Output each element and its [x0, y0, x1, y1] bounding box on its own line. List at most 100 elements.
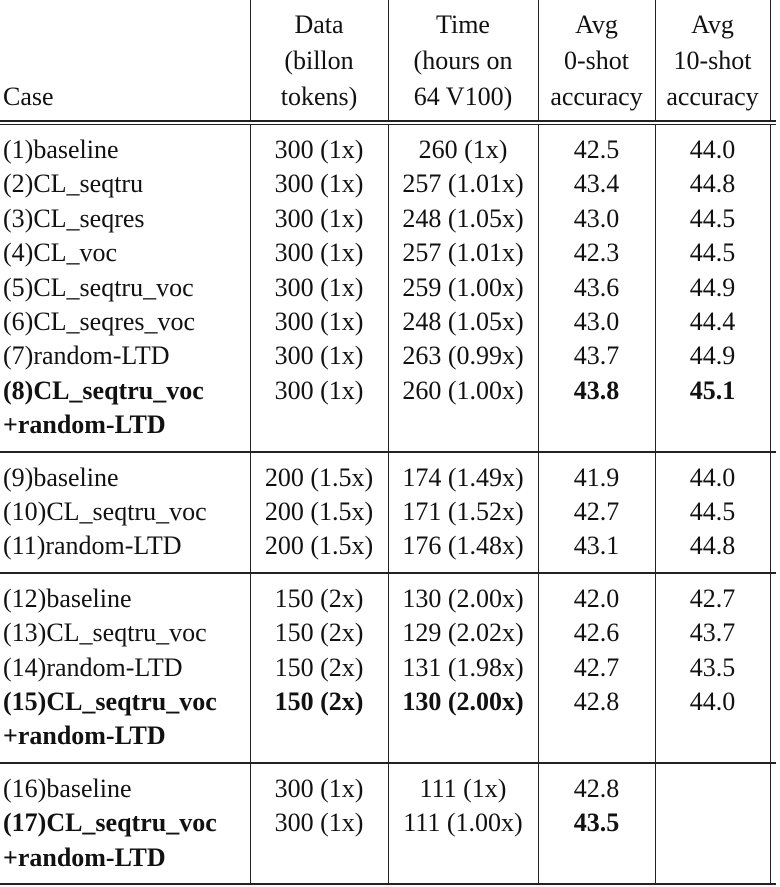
- header-cell: Case: [3, 82, 54, 111]
- value-cell: 150 (2x): [274, 652, 364, 682]
- value-cell: 44.8: [689, 169, 736, 199]
- value-cell: 45.1: [689, 375, 736, 405]
- column-rule: [655, 0, 656, 120]
- value-cell: 257 (1.01x): [402, 169, 524, 199]
- value-cell: 130 (2.00x): [402, 687, 524, 716]
- value-cell: 200 (1.5x): [264, 531, 374, 561]
- case-cell: (14)random-LTD: [3, 652, 183, 682]
- column-rule: [655, 763, 656, 883]
- value-cell: 300 (1x): [274, 773, 364, 803]
- value-cell: 42.7: [573, 652, 620, 682]
- value-cell: 43.0: [573, 203, 620, 233]
- header-cell: 10-shot: [673, 46, 752, 75]
- column-rule: [655, 452, 656, 572]
- header-cell: (billon: [284, 46, 354, 75]
- case-cell: (4)CL_voc: [3, 238, 118, 268]
- value-cell: 42.6: [573, 618, 620, 648]
- column-rule: [250, 452, 251, 572]
- value-cell: 300 (1x): [274, 272, 364, 302]
- case-cell: (5)CL_seqtru_voc: [3, 272, 194, 302]
- value-cell: 44.5: [689, 238, 736, 268]
- value-cell: 44.8: [689, 531, 736, 561]
- column-rule: [770, 573, 771, 762]
- value-cell: 43.6: [573, 272, 620, 302]
- case-cell: (12)baseline: [3, 583, 132, 613]
- case-cell: (8)CL_seqtru_voc: [3, 375, 204, 405]
- value-cell: 43.8: [573, 375, 620, 405]
- header-cell: Avg: [691, 10, 734, 39]
- value-cell: 42.7: [689, 583, 736, 613]
- value-cell: 260 (1x): [418, 135, 508, 164]
- header-cell: tokens): [280, 82, 358, 111]
- column-rule: [388, 125, 389, 451]
- value-cell: 248 (1.05x): [402, 203, 524, 233]
- group-rule: [0, 450, 776, 453]
- case-cell: (11)random-LTD: [3, 531, 182, 561]
- case-cell: (6)CL_seqres_voc: [3, 307, 196, 336]
- value-cell: 150 (2x): [274, 687, 364, 716]
- column-rule: [770, 763, 771, 883]
- case-cell: (9)baseline: [3, 462, 119, 492]
- header-cell: (hours on: [413, 46, 513, 75]
- header-cell: Avg: [575, 10, 618, 39]
- value-cell: 44.4: [689, 307, 736, 336]
- case-cell: (15)CL_seqtru_voc: [3, 687, 217, 716]
- column-rule: [388, 452, 389, 572]
- value-cell: 150 (2x): [274, 583, 364, 613]
- value-cell: 200 (1.5x): [264, 462, 374, 492]
- value-cell: 300 (1x): [274, 238, 364, 268]
- value-cell: 150 (2x): [274, 618, 364, 648]
- value-cell: 129 (2.02x): [402, 618, 524, 648]
- value-cell: 300 (1x): [274, 135, 364, 164]
- value-cell: 42.3: [573, 238, 620, 268]
- value-cell: 44.5: [689, 203, 736, 233]
- column-rule: [538, 125, 539, 451]
- value-cell: 41.9: [573, 462, 620, 492]
- header-rule: [0, 123, 776, 125]
- value-cell: 42.8: [573, 773, 620, 803]
- column-rule: [770, 125, 771, 451]
- value-cell: 44.0: [689, 462, 736, 492]
- column-rule: [538, 763, 539, 883]
- value-cell: 176 (1.48x): [402, 531, 524, 561]
- group-rule: [0, 571, 776, 574]
- value-cell: 43.5: [573, 808, 620, 838]
- value-cell: 44.0: [689, 687, 736, 716]
- header-cell: accuracy: [666, 82, 759, 111]
- value-cell: 43.0: [573, 307, 620, 336]
- case-cell: (17)CL_seqtru_voc: [3, 808, 217, 838]
- column-rule: [388, 763, 389, 883]
- header-cell: 0-shot: [564, 46, 629, 75]
- value-cell: 43.1: [573, 531, 620, 561]
- group-rule: [0, 761, 776, 764]
- column-rule: [655, 125, 656, 451]
- case-cell: +random-LTD: [3, 721, 166, 751]
- column-rule: [770, 452, 771, 572]
- column-rule: [770, 0, 771, 120]
- value-cell: 174 (1.49x): [402, 462, 524, 492]
- value-cell: 300 (1x): [274, 203, 364, 233]
- value-cell: 42.8: [573, 687, 620, 716]
- group-rule: [0, 883, 776, 885]
- header-cell: Data: [294, 10, 344, 39]
- column-rule: [250, 125, 251, 451]
- value-cell: 300 (1x): [274, 341, 364, 371]
- value-cell: 131 (1.98x): [402, 652, 524, 682]
- value-cell: 260 (1.00x): [402, 375, 524, 405]
- value-cell: 43.7: [689, 618, 736, 648]
- value-cell: 43.5: [689, 652, 736, 682]
- value-cell: 200 (1.5x): [264, 497, 374, 526]
- value-cell: 44.9: [689, 272, 736, 302]
- value-cell: 300 (1x): [274, 307, 364, 336]
- value-cell: 42.5: [573, 135, 620, 164]
- value-cell: 43.4: [573, 169, 620, 199]
- value-cell: 300 (1x): [274, 169, 364, 199]
- value-cell: 257 (1.01x): [402, 238, 524, 268]
- case-cell: +random-LTD: [3, 410, 166, 440]
- value-cell: 171 (1.52x): [402, 497, 524, 526]
- case-cell: (3)CL_seqres: [3, 203, 145, 233]
- column-rule: [538, 452, 539, 572]
- case-cell: (13)CL_seqtru_voc: [3, 618, 207, 648]
- case-cell: (16)baseline: [3, 773, 132, 803]
- header-cell: accuracy: [550, 82, 643, 111]
